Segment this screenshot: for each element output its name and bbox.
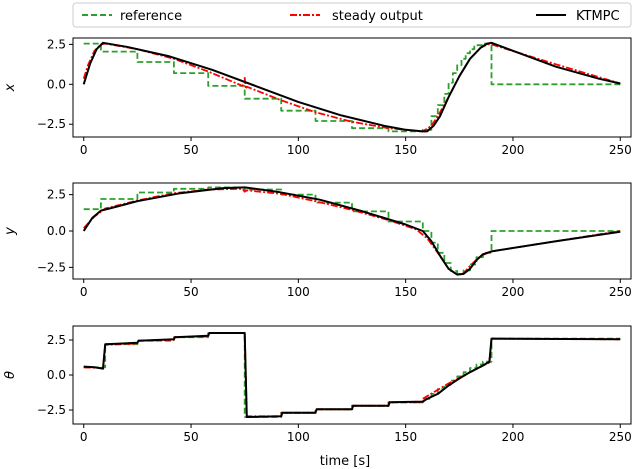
x-y-tick-label: −2.5 [37, 117, 66, 131]
theta-series-group [83, 332, 621, 418]
y-series-group [82, 186, 621, 276]
x-axis-label: time [s] [320, 454, 370, 469]
x-x-tick-label: 250 [609, 143, 632, 157]
y-series-reference [83, 186, 621, 275]
x-x-tick-label: 0 [80, 143, 88, 157]
x-series-reference [83, 42, 621, 133]
y-x-tick-label: 250 [609, 285, 632, 299]
theta-y-tick-label: −2.5 [37, 403, 66, 417]
theta-x-tick-label: 250 [609, 430, 632, 444]
y-panel: 0 50 100 150 200 250 −2.5 0.0 2.5 y [3, 182, 632, 299]
x-panel: 0 50 100 150 200 250 −2.5 0.0 2.5 x [3, 37, 632, 157]
theta-y-tick-label: 0.0 [47, 368, 66, 382]
legend: reference steady output KTMPC [72, 2, 632, 28]
theta-x-tick-label: 100 [287, 430, 310, 444]
y-y-axis-label: y [3, 227, 18, 236]
x-series-group [82, 41, 621, 133]
x-y-tick-label: 2.5 [47, 37, 66, 51]
y-x-tick-label: 50 [183, 285, 198, 299]
theta-x-tick-label: 50 [183, 430, 198, 444]
x-x-tick-label: 50 [183, 143, 198, 157]
theta-panel: 0 50 100 150 200 250 −2.5 0.0 2.5 θ [3, 325, 632, 444]
theta-series-ktmpc [83, 332, 621, 418]
x-x-tick-label: 200 [502, 143, 525, 157]
y-x-tick-label: 150 [394, 285, 417, 299]
y-y-tick-label: 2.5 [47, 188, 66, 202]
x-y-axis-label: x [3, 83, 18, 92]
y-x-tick-label: 100 [287, 285, 310, 299]
x-axes-frame [72, 37, 632, 138]
legend-label-reference: reference [120, 9, 182, 24]
theta-series-steady-output [83, 332, 621, 418]
theta-y-axis-label: θ [3, 371, 18, 379]
y-x-tick-label: 0 [80, 285, 88, 299]
legend-label-steady-output: steady output [332, 9, 423, 24]
y-y-tick-label: −2.5 [37, 260, 66, 274]
theta-y-tick-label: 2.5 [47, 333, 66, 347]
x-y-tick-label: 0.0 [47, 77, 66, 91]
theta-x-tick-label: 150 [394, 430, 417, 444]
theta-x-tick-label: 0 [80, 430, 88, 444]
y-series-steady-output [83, 187, 621, 276]
legend-frame [72, 2, 632, 28]
y-series-ktmpc [82, 186, 621, 276]
y-x-tick-label: 200 [502, 285, 525, 299]
x-x-tick-label: 100 [287, 143, 310, 157]
x-series-ktmpc [82, 41, 621, 133]
x-x-tick-label: 150 [394, 143, 417, 157]
theta-x-tick-label: 200 [502, 430, 525, 444]
legend-label-ktmpc: KTMPC [576, 9, 620, 24]
theta-series-reference [83, 332, 621, 418]
y-y-tick-label: 0.0 [47, 224, 66, 238]
